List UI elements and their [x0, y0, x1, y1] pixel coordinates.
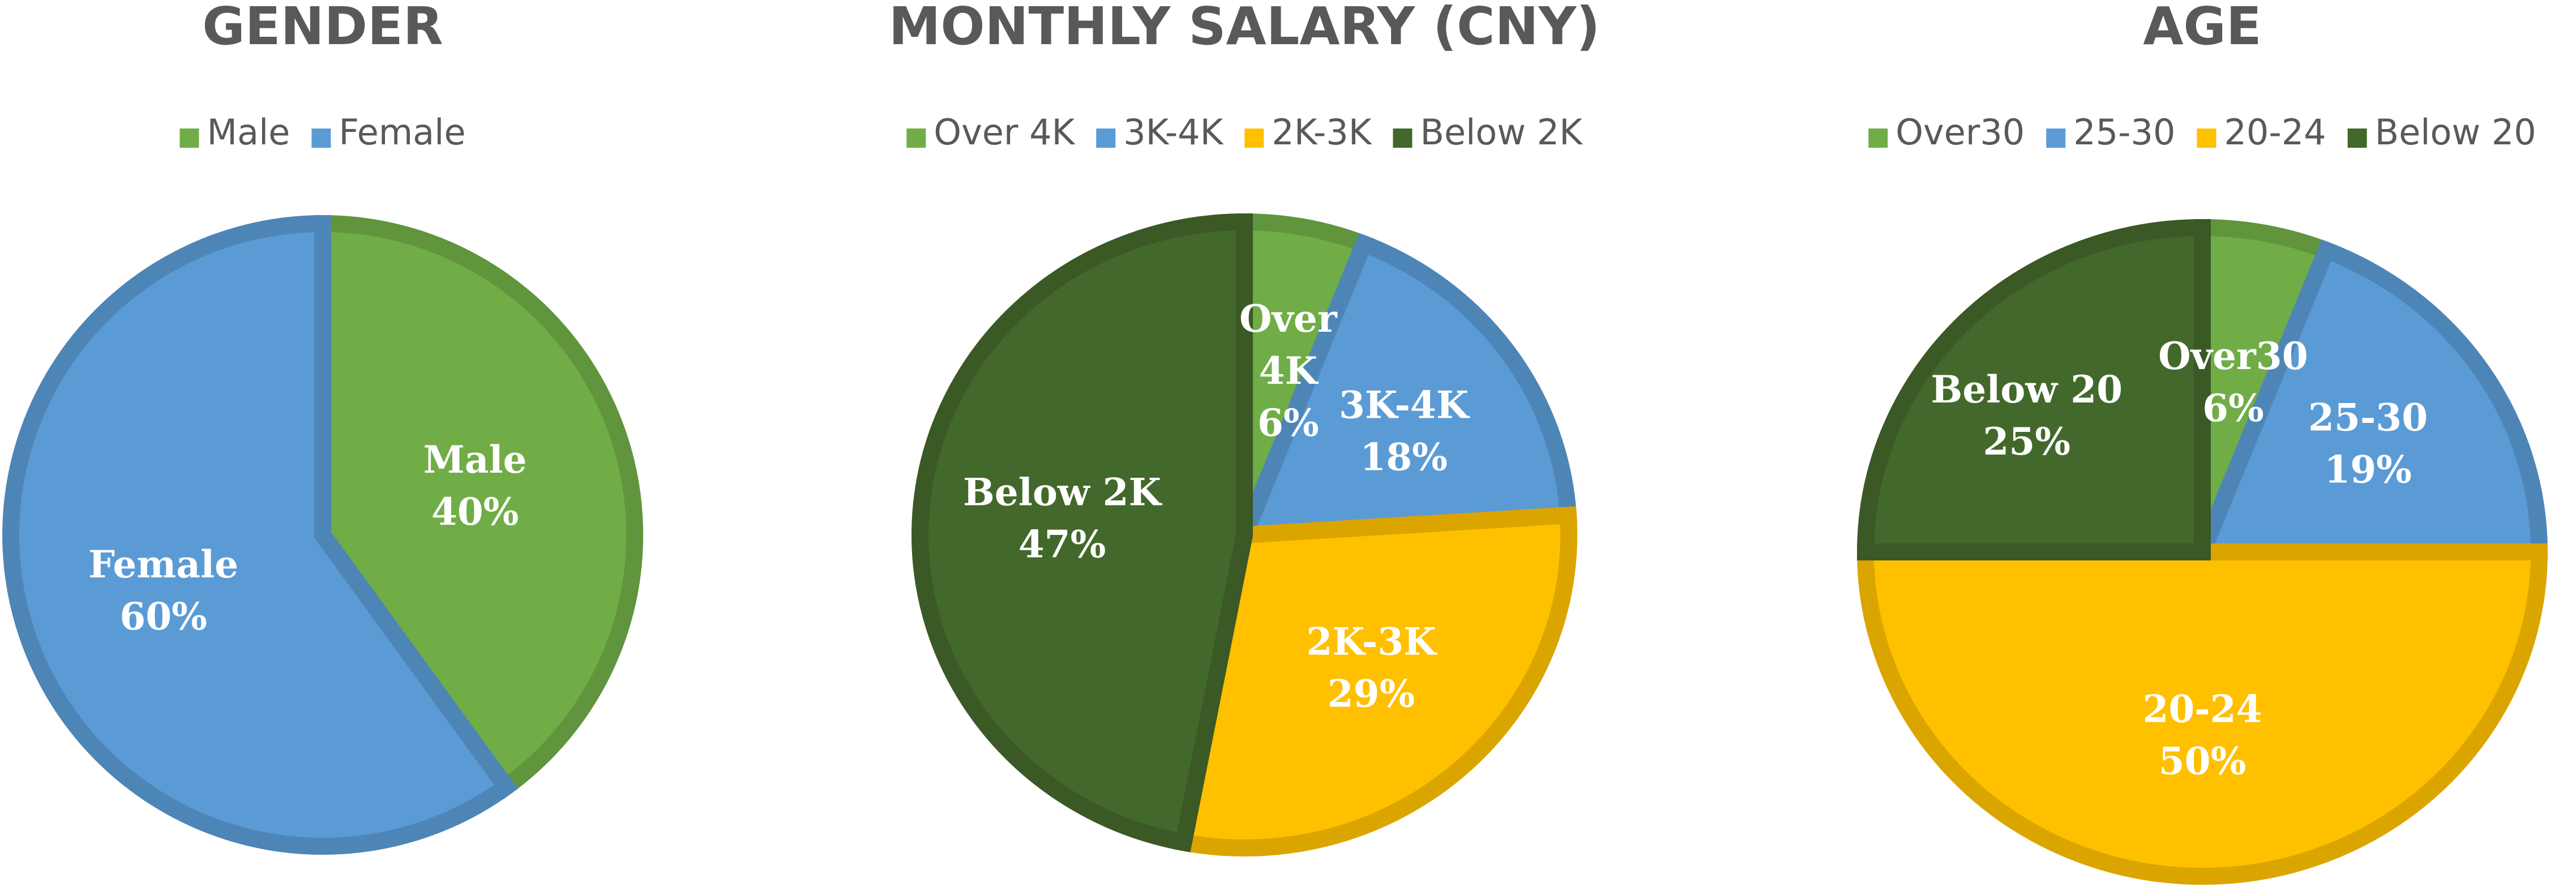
legend-label: Over 4K — [934, 112, 1075, 153]
legend-label: 20-24 — [2224, 112, 2326, 153]
data-label: Below 20 — [1931, 367, 2123, 412]
data-label: 20-24 — [2142, 687, 2262, 731]
legend-item-below-2k: Below 2K — [1393, 112, 1583, 153]
legend-label: Below 20 — [2375, 112, 2536, 153]
slice-label-below-2k: Below 2K 47% — [963, 470, 1163, 567]
chart-title: MONTHLY SALARY (CNY) — [889, 0, 1600, 57]
legend-item-20-24: 20-24 — [2197, 112, 2326, 153]
data-label: 40% — [431, 490, 519, 534]
data-label: 47% — [1019, 522, 1106, 567]
data-label: Male — [423, 438, 527, 482]
chart-monthly-salary-cny: MONTHLY SALARY (CNY) Over 4K 3K-4K 2K-3K Bel… — [889, 0, 1600, 856]
legend-label: 3K-4K — [1123, 112, 1223, 153]
legend-item-3k-4k: 3K-4K — [1096, 112, 1224, 153]
legend-swatch — [1244, 128, 1264, 148]
data-label: 6% — [2202, 386, 2264, 430]
legend-swatch — [179, 128, 199, 148]
chart-title: AGE — [2143, 0, 2262, 57]
legend-item-female: Female — [311, 112, 466, 153]
pie-slice-male — [314, 215, 644, 799]
data-label: Below 2K — [963, 470, 1163, 515]
legend-item-2k-3k: 2K-3K — [1244, 112, 1372, 153]
data-label: Over — [1239, 297, 1338, 341]
data-label: 18% — [1360, 435, 1448, 479]
slice-label-over-4k: Over 4K 6% — [1239, 297, 1338, 445]
legend-label: Male — [207, 112, 290, 153]
data-label: Over30 — [2158, 334, 2308, 378]
legend-label: Below 2K — [1420, 112, 1583, 153]
legend-item-below-20: Below 20 — [2347, 112, 2536, 153]
data-label: 60% — [119, 594, 207, 639]
data-label: 25% — [1983, 419, 2071, 464]
legend-item-25-30: 25-30 — [2046, 112, 2175, 153]
data-label: Female — [88, 542, 238, 586]
pie-slice-20-24 — [1856, 543, 2548, 885]
slice-label-female: Female 60% — [88, 542, 238, 639]
slice-label-25-30: 25-30 19% — [2308, 395, 2428, 491]
legend-swatch — [1393, 128, 1413, 148]
slice-label-3k-4k: 3K-4K 18% — [1339, 383, 1470, 479]
legend-swatch — [1868, 128, 1888, 148]
chart-gender: GENDER Male Female Male 40% Female 60% — [2, 0, 644, 855]
legend: Over 4K 3K-4K 2K-3K Below 2K — [906, 112, 1583, 153]
slice-label-over30: Over30 6% — [2158, 334, 2308, 430]
legend: Male Female — [179, 112, 466, 153]
legend-label: Over30 — [1895, 112, 2025, 153]
legend-swatch — [906, 128, 926, 148]
legend-label: 2K-3K — [1272, 112, 1372, 153]
legend-label: Female — [339, 112, 465, 153]
chart-title: GENDER — [202, 0, 443, 57]
legend-item-male: Male — [179, 112, 290, 153]
legend: Over30 25-30 20-24 Below 20 — [1868, 112, 2536, 153]
pie-slice-female — [2, 215, 518, 855]
legend-swatch — [2046, 128, 2066, 148]
data-label: 6% — [1257, 401, 1319, 445]
data-label: 25-30 — [2308, 395, 2428, 439]
legend-swatch — [1096, 128, 1116, 148]
pie-slice-3k-4k — [1231, 233, 1577, 545]
pie-slice-below-2k — [912, 213, 1253, 853]
slice-label-below-20: Below 20 25% — [1931, 367, 2123, 464]
slice-label-20-24: 20-24 50% — [2142, 687, 2262, 783]
legend-swatch — [2347, 128, 2367, 148]
data-label: 3K-4K — [1339, 383, 1470, 427]
legend-swatch — [2197, 128, 2216, 148]
pie-slice-below-20 — [1856, 219, 2211, 560]
slice-label-2k-3k: 2K-3K 29% — [1306, 619, 1437, 716]
legend-swatch — [311, 128, 331, 148]
legend-item-over-4k: Over 4K — [906, 112, 1076, 153]
data-label: 2K-3K — [1306, 619, 1437, 663]
data-label: 29% — [1328, 671, 1415, 716]
slice-label-male: Male 40% — [423, 438, 527, 534]
data-label: 50% — [2159, 739, 2246, 783]
data-label: 19% — [2324, 447, 2412, 491]
legend-label: 25-30 — [2073, 112, 2175, 153]
pie-slice-2k-3k — [1173, 506, 1578, 856]
legend-item-over30: Over30 — [1868, 112, 2025, 153]
data-label: 4K — [1259, 349, 1319, 393]
pie-slice-25-30 — [2189, 239, 2548, 560]
